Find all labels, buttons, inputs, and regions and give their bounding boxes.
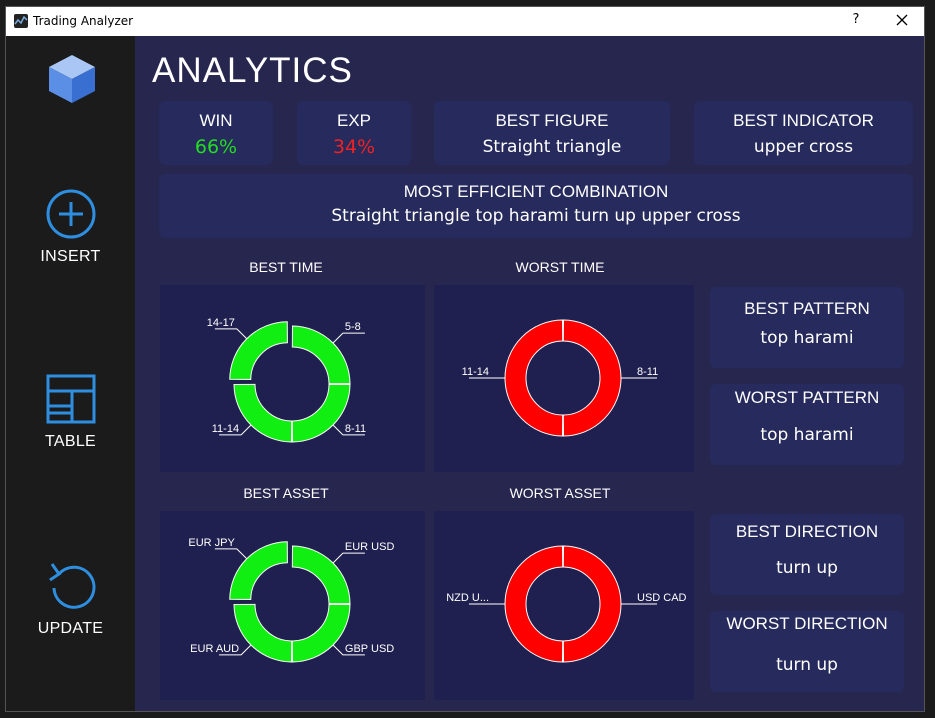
donut-slice xyxy=(291,325,351,385)
donut-chart-svg: 5-8 8-11 11-14 14-17 xyxy=(207,317,366,443)
slice-label: EUR JPY xyxy=(188,537,235,549)
worst-direction-value: turn up xyxy=(776,655,838,675)
slice-label: 14-17 xyxy=(207,317,235,329)
best-direction-card: BEST DIRECTION turn up xyxy=(710,514,904,595)
cube-logo-icon xyxy=(47,53,97,109)
slice-leader-line xyxy=(332,644,365,656)
best-asset-chart: EUR USD GBP USD EUR AUD EUR JPY xyxy=(160,511,425,700)
help-button[interactable]: ? xyxy=(852,12,860,27)
slice-leader-line xyxy=(332,552,365,564)
sidebar-item-label: TABLE xyxy=(45,433,96,450)
donut-slice xyxy=(229,541,288,600)
donut-slice xyxy=(562,319,622,437)
worst-direction-card: WORST DIRECTION turn up xyxy=(710,611,904,692)
slice-label: 5-8 xyxy=(345,321,361,333)
slice-label: NZD U... xyxy=(446,592,489,604)
worst-time-label: WORST TIME xyxy=(515,259,605,275)
slice-leader-line xyxy=(214,328,248,340)
worst-asset-chart: USD CAD NZD U... xyxy=(434,511,694,700)
donut-slice xyxy=(291,383,351,443)
donut-slice xyxy=(233,603,293,663)
slice-label: GBP USD xyxy=(345,643,394,655)
exp-value: 34% xyxy=(332,136,376,158)
donut-slice xyxy=(562,545,622,663)
close-button[interactable] xyxy=(892,10,912,30)
sidebar-item-update[interactable]: UPDATE xyxy=(6,548,135,648)
app-window: Trading Analyzer ? INSERT TA xyxy=(5,6,925,712)
best-time-label: BEST TIME xyxy=(249,259,323,275)
slice-label: EUR AUD xyxy=(190,643,239,655)
refresh-icon xyxy=(49,563,96,609)
main-panel: ANALYTICS WIN 66% EXP 34% BEST FIGURE St… xyxy=(135,36,924,711)
donut-slice xyxy=(229,321,288,380)
best-figure-label: BEST FIGURE xyxy=(495,111,609,130)
slice-label: 11-14 xyxy=(462,366,489,378)
combination-card: MOST EFFICIENT COMBINATION Straight tria… xyxy=(159,174,913,238)
title-bar: Trading Analyzer ? xyxy=(6,7,924,36)
worst-direction-label: WORST DIRECTION xyxy=(726,614,888,633)
sidebar: INSERT TABLE UPDATE xyxy=(6,36,135,711)
win-card: WIN 66% xyxy=(159,101,273,165)
win-label: WIN xyxy=(199,111,233,130)
win-value: 66% xyxy=(194,136,238,158)
best-direction-value: turn up xyxy=(776,558,838,578)
slice-label: 8-11 xyxy=(345,423,366,435)
exp-card: EXP 34% xyxy=(297,101,411,165)
best-figure-value: Straight triangle xyxy=(482,137,622,157)
slice-label: USD CAD xyxy=(637,592,687,604)
table-icon xyxy=(46,374,96,424)
best-pattern-label: BEST PATTERN xyxy=(744,299,870,318)
worst-pattern-value: top harami xyxy=(760,425,854,445)
sidebar-item-insert[interactable]: INSERT xyxy=(6,176,135,276)
donut-chart-svg: 8-11 11-14 xyxy=(462,319,658,437)
close-icon xyxy=(896,14,908,26)
slice-label: 11-14 xyxy=(212,423,239,435)
donut-slice xyxy=(504,545,564,663)
best-figure-card: BEST FIGURE Straight triangle xyxy=(434,101,670,165)
slice-leader-line xyxy=(219,424,252,436)
slice-leader-line xyxy=(214,548,248,560)
best-pattern-value: top harami xyxy=(760,328,854,348)
best-pattern-card: BEST PATTERN top harami xyxy=(710,287,904,368)
worst-asset-label: WORST ASSET xyxy=(509,485,611,501)
slice-leader-line xyxy=(219,644,252,656)
best-indicator-value: upper cross xyxy=(753,137,854,157)
best-time-chart: 5-8 8-11 11-14 14-17 xyxy=(160,285,425,472)
exp-label: EXP xyxy=(336,111,372,130)
donut-slice xyxy=(291,545,351,605)
sidebar-item-table[interactable]: TABLE xyxy=(6,361,135,461)
worst-time-chart: 8-11 11-14 xyxy=(434,285,694,472)
best-direction-label: BEST DIRECTION xyxy=(735,522,879,541)
slice-label: 8-11 xyxy=(637,366,658,378)
donut-chart-svg: USD CAD NZD U... xyxy=(446,545,687,663)
slice-label: EUR USD xyxy=(345,541,395,553)
worst-pattern-label: WORST PATTERN xyxy=(734,388,880,407)
best-indicator-label: BEST INDICATOR xyxy=(733,111,874,130)
donut-chart-svg: EUR USD GBP USD EUR AUD EUR JPY xyxy=(188,537,395,663)
donut-slice xyxy=(291,603,351,663)
sidebar-item-label: UPDATE xyxy=(37,620,104,637)
best-indicator-card: BEST INDICATOR upper cross xyxy=(694,101,913,165)
combination-value: Straight triangle top harami turn up upp… xyxy=(331,206,741,226)
slice-leader-line xyxy=(332,424,365,436)
donut-slice xyxy=(504,319,564,437)
combination-label: MOST EFFICIENT COMBINATION xyxy=(403,182,669,201)
donut-slice xyxy=(233,383,293,443)
best-asset-label: BEST ASSET xyxy=(243,485,329,501)
chart-app-icon xyxy=(14,14,28,28)
sidebar-item-label: INSERT xyxy=(40,248,101,265)
window-title: Trading Analyzer xyxy=(33,14,134,28)
plus-circle-icon xyxy=(46,189,96,239)
slice-leader-line xyxy=(332,332,365,344)
page-title: ANALYTICS xyxy=(152,51,353,90)
worst-pattern-card: WORST PATTERN top harami xyxy=(710,384,904,465)
